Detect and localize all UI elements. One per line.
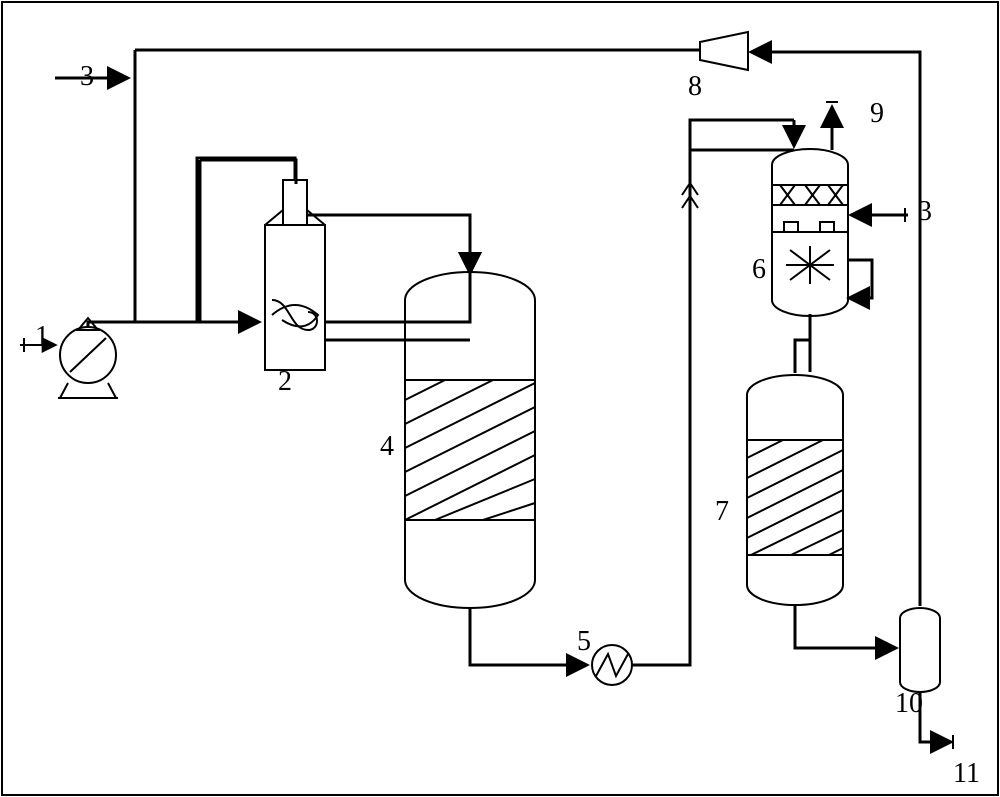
stream-furnace-out [197, 158, 470, 322]
stream-r7-to-drum10 [795, 605, 895, 648]
stream-recycle-top [135, 50, 700, 322]
reactor-7-icon [747, 375, 843, 605]
furnace-icon [265, 180, 325, 370]
separator-6-icon [772, 149, 848, 316]
stream-furnace-overhead-to-r4 [200, 160, 258, 322]
label-7: 7 [715, 496, 729, 527]
label-5: 5 [577, 626, 591, 657]
stream-h2-fresh-right [852, 208, 908, 222]
stream-sep6-to-r7 [795, 314, 810, 372]
heat-exchanger-5-icon [592, 645, 632, 685]
label-8: 8 [688, 71, 702, 102]
label-6: 6 [752, 254, 766, 285]
label-11: 11 [953, 758, 980, 789]
label-9: 9 [870, 98, 884, 129]
compressor-8-icon [700, 32, 748, 70]
label-3-right: 3 [918, 196, 932, 227]
label-4: 4 [380, 431, 394, 462]
stream-sep6-side-loop [848, 260, 872, 298]
label-2: 2 [278, 366, 292, 397]
label-10: 10 [895, 688, 923, 719]
stream-r4-to-hx5 [470, 608, 586, 665]
sep6-bottom-nozzle [795, 316, 810, 373]
stream-drum10-to-11 [920, 692, 953, 749]
label-1: 1 [35, 321, 49, 352]
stream-to-r4-top [306, 215, 470, 272]
canvas-frame [2, 2, 998, 795]
pump-icon [58, 318, 118, 398]
stream-hx5-to-sep6 [632, 120, 794, 665]
stream-furnace-to-reactor4 [200, 160, 470, 340]
stream-sep6-vent-9 [826, 102, 838, 150]
drum-10-icon [900, 608, 940, 692]
label-3-top: 3 [80, 61, 94, 92]
